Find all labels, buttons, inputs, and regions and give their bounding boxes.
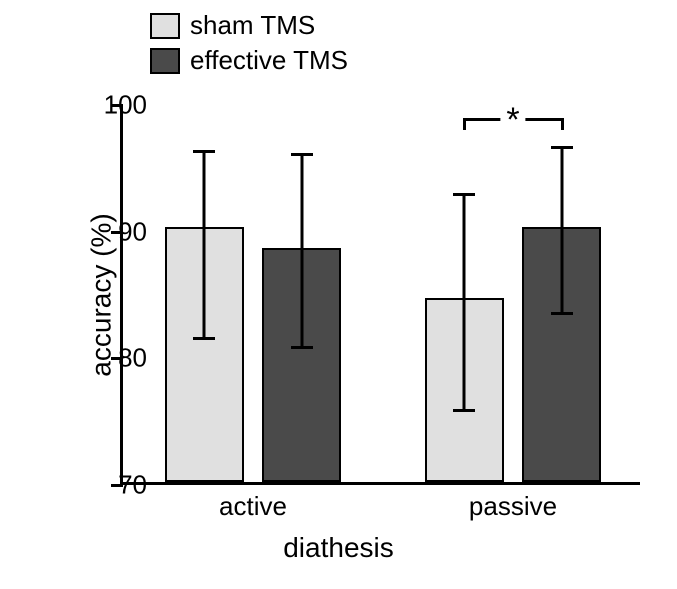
plot-area: activepassive* bbox=[120, 105, 640, 485]
errorbar-active-sham bbox=[203, 151, 206, 338]
y-tick-label: 80 bbox=[118, 343, 147, 374]
errorcap bbox=[551, 312, 573, 315]
legend-label: effective TMS bbox=[190, 45, 348, 76]
errorcap bbox=[453, 409, 475, 412]
legend-item-effective: effective TMS bbox=[150, 45, 348, 76]
errorbar-passive-effective bbox=[560, 147, 563, 313]
errorcap bbox=[193, 337, 215, 340]
x-tick-label-active: active bbox=[219, 491, 287, 522]
y-tick-label: 90 bbox=[118, 216, 147, 247]
errorcap bbox=[291, 153, 313, 156]
y-tick-label: 100 bbox=[104, 90, 147, 121]
chart-container: sham TMS effective TMS accuracy (%) activ… bbox=[0, 0, 677, 589]
significance-tick bbox=[463, 118, 466, 131]
y-tick-label: 70 bbox=[118, 470, 147, 501]
x-tick-label-passive: passive bbox=[469, 491, 557, 522]
significance-tick bbox=[561, 118, 564, 131]
errorcap bbox=[453, 193, 475, 196]
legend: sham TMS effective TMS bbox=[150, 10, 348, 80]
errorbar-passive-sham bbox=[463, 194, 466, 411]
errorcap bbox=[551, 146, 573, 149]
errorcap bbox=[291, 346, 313, 349]
legend-item-sham: sham TMS bbox=[150, 10, 348, 41]
legend-swatch bbox=[150, 13, 180, 39]
x-axis-label: diathesis bbox=[0, 532, 677, 564]
errorbar-active-effective bbox=[300, 154, 303, 347]
errorcap bbox=[193, 150, 215, 153]
legend-label: sham TMS bbox=[190, 10, 315, 41]
legend-swatch bbox=[150, 48, 180, 74]
y-axis-label: accuracy (%) bbox=[86, 213, 118, 376]
significance-star: * bbox=[500, 103, 525, 137]
